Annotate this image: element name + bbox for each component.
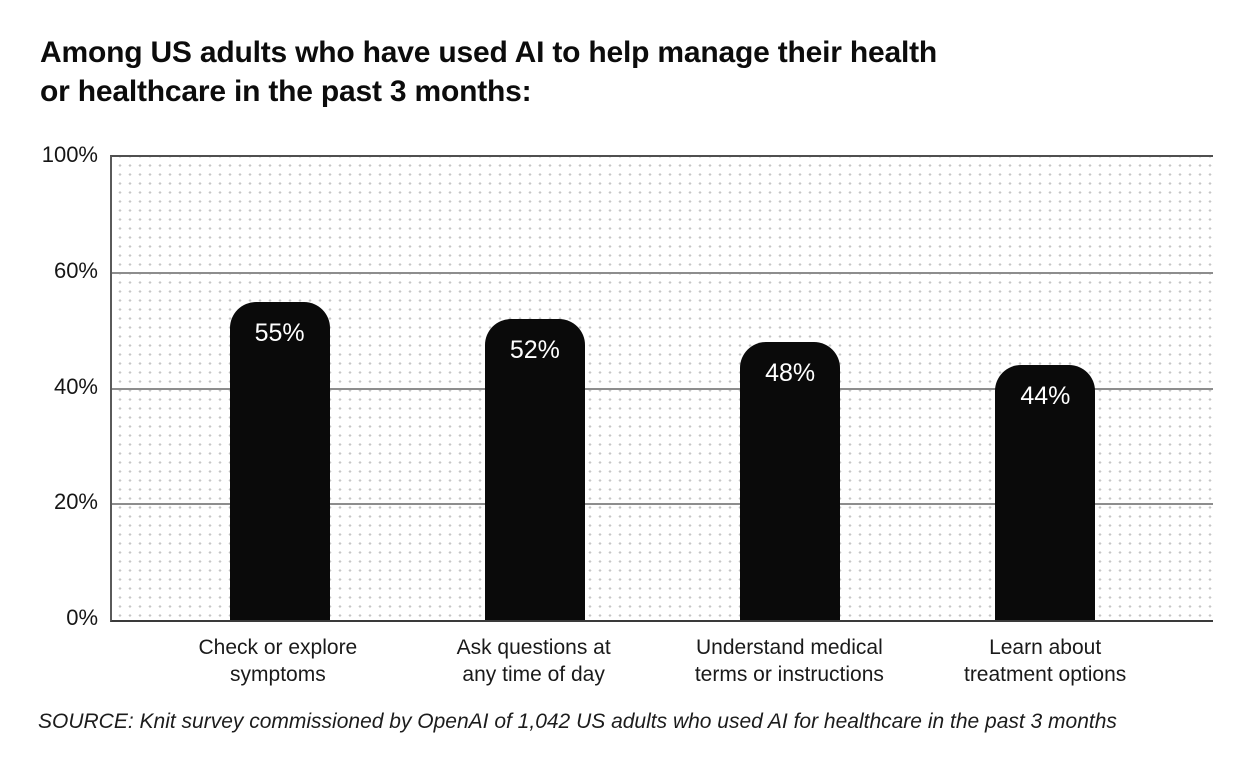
- category-label: Learn about treatment options: [963, 636, 1127, 686]
- gridline: [112, 271, 1213, 274]
- bar: 55%: [229, 301, 330, 620]
- y-tick-label: 20%: [53, 489, 98, 515]
- bar-value-label: 44%: [1020, 382, 1071, 411]
- y-tick-label: 60%: [53, 257, 98, 283]
- gridline: [112, 503, 1213, 506]
- bar-slot: 55%: [152, 157, 407, 620]
- bars-row: 55% 52% 48% 44%: [112, 157, 1213, 620]
- gridline: [112, 387, 1213, 390]
- bar-slot: 48%: [663, 157, 918, 620]
- bar-slot: 52%: [407, 157, 662, 620]
- y-tick-label: 100%: [41, 142, 98, 167]
- source-caption: SOURCE: Knit survey commissioned by Open…: [38, 710, 1117, 733]
- chart-title: Among US adults who have used AI to help…: [40, 36, 938, 108]
- bar-value-label: 52%: [509, 336, 560, 365]
- y-axis-tick-labels: 0% 20% 40% 60% 100%: [0, 142, 98, 630]
- category-label: Ask questions at any time of day: [456, 636, 611, 686]
- plot-area: 55% 52% 48% 44%: [110, 155, 1213, 622]
- bar-slot: 44%: [918, 157, 1173, 620]
- category-label: Check or explore symptoms: [198, 636, 358, 686]
- bar: 52%: [484, 319, 585, 620]
- bar: 44%: [995, 365, 1096, 620]
- bar: 48%: [740, 342, 841, 620]
- bar-value-label: 55%: [254, 318, 305, 347]
- category-label: Understand medical terms or instructions: [694, 636, 884, 686]
- y-tick-label: 40%: [53, 373, 98, 399]
- bar-value-label: 48%: [765, 359, 816, 388]
- y-tick-label: 0%: [66, 605, 98, 630]
- x-axis-category-labels: Check or explore symptoms Ask questions a…: [110, 634, 1213, 688]
